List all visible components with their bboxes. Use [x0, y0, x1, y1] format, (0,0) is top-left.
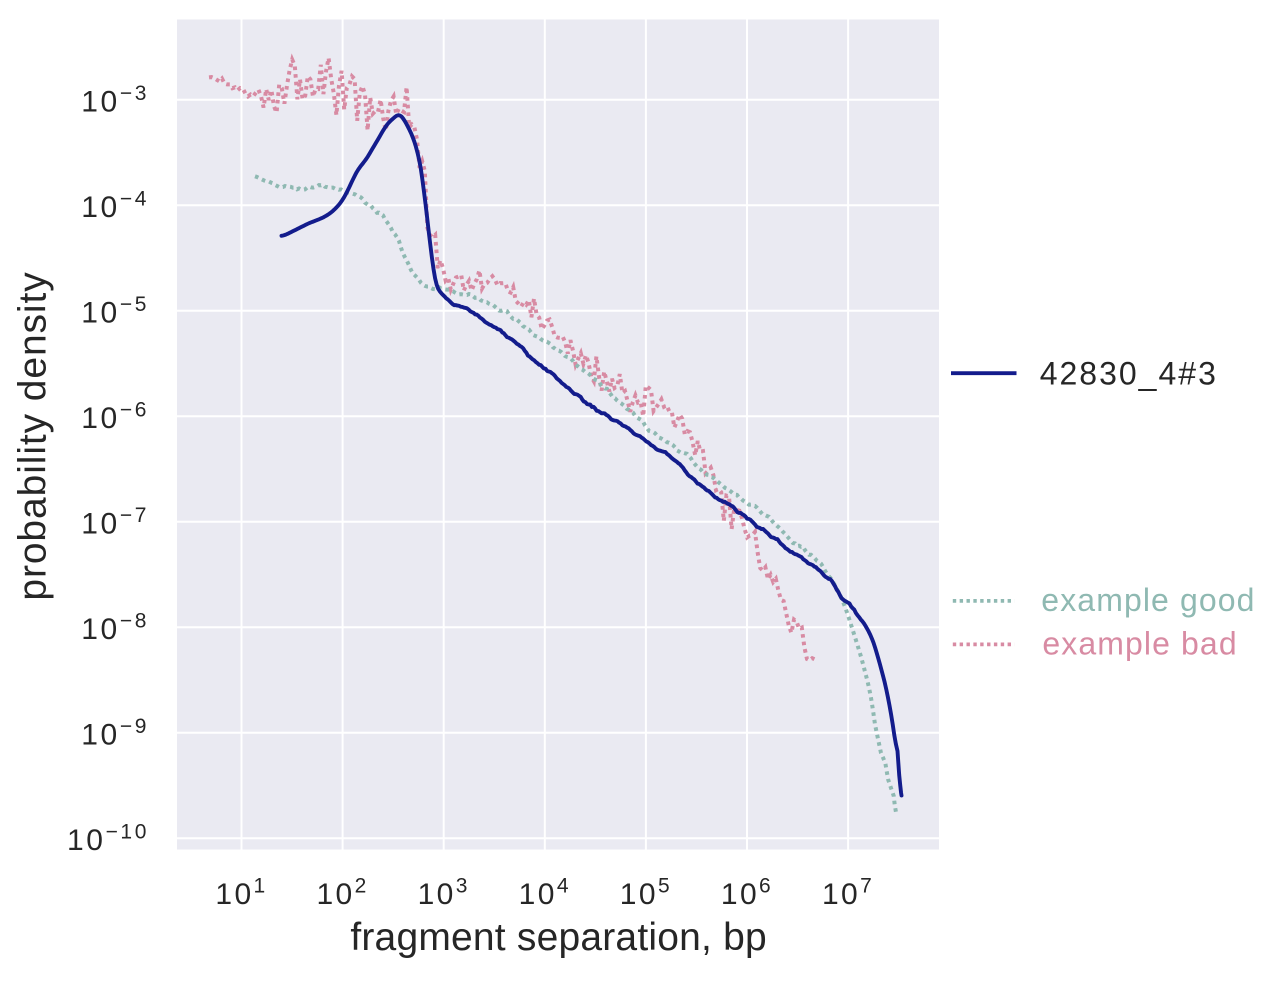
svg-text:10−3: 10−3 — [81, 82, 149, 119]
svg-text:105: 105 — [620, 875, 672, 912]
svg-text:42830_4#3: 42830_4#3 — [1040, 356, 1218, 392]
svg-text:probability density: probability density — [12, 271, 55, 600]
svg-text:10−4: 10−4 — [81, 188, 149, 225]
svg-text:example bad: example bad — [1042, 626, 1237, 662]
svg-text:example good: example good — [1041, 582, 1255, 618]
svg-text:10−8: 10−8 — [81, 610, 149, 647]
svg-text:fragment separation, bp: fragment separation, bp — [350, 916, 767, 959]
